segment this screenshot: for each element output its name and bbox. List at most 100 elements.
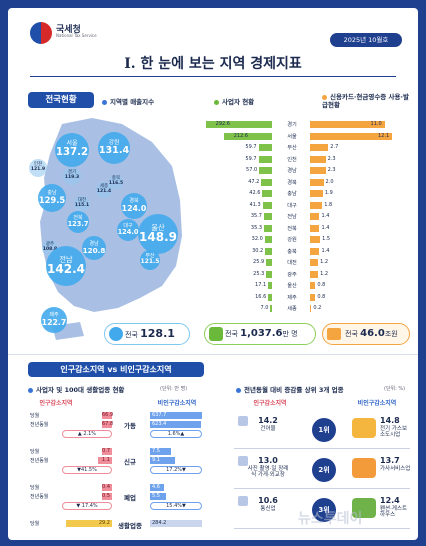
non-decline-industry-name: 가사서비스업 (380, 465, 411, 472)
national-index-box: 전국 128.1 (104, 323, 190, 345)
rank-legend-decline: 인구감소지역 (253, 400, 287, 407)
region-label: 경북 (287, 179, 297, 186)
region-bubble-0: 서울 137.2 (55, 133, 89, 167)
non-decline-bar: 7.5 (150, 448, 171, 455)
business-bar (268, 282, 272, 289)
panel1-title: 사업자 및 100대 생활업종 현황 (28, 384, 124, 394)
panel2-title: 전년동월 대비 증감률 상위 3개 업종 (236, 384, 344, 394)
map-pin-icon (109, 327, 123, 341)
region-value: 142.4 (47, 262, 85, 277)
business-bar (262, 190, 272, 197)
card-value: 1.8 (324, 201, 333, 208)
non-decline-bar: 5.5 (150, 493, 166, 500)
region-value: 121.5 (140, 258, 160, 266)
business-bar (258, 155, 272, 163)
card-value: 2.3 (327, 167, 336, 173)
region-label: 강원 (287, 237, 297, 243)
business-value: 59.7 (245, 155, 257, 162)
region-value: 124.0 (121, 203, 147, 213)
decline-change: ▼ 17.4% (62, 502, 112, 510)
region-bubble-10: 대구 124.0 (117, 219, 139, 241)
card-total-box: 전국 46.0조원 (322, 323, 410, 345)
card-value: 2.7 (330, 144, 339, 150)
non-decline-industry-icon (352, 458, 376, 478)
section-divider (8, 354, 418, 355)
region-value: 137.2 (55, 146, 89, 158)
decline-bar: 0.5 (102, 493, 112, 500)
card-bar (310, 121, 385, 128)
region-bubble-2: 인천 121.9 (29, 159, 47, 177)
business-total-box: 전국 1,037.6만 명 (204, 323, 316, 345)
rank-divider (234, 528, 410, 529)
card-bar (310, 155, 326, 163)
card-value: 1.4 (321, 224, 330, 231)
business-row: 59.7 부산 2.7 (204, 143, 414, 152)
business-value: 25.9 (253, 259, 265, 265)
sub-card: 신용카드·현금영수증 사용·발급현황 (322, 93, 409, 110)
business-value: 57.0 (246, 167, 258, 173)
panel2-unit: (단위: %) (384, 386, 406, 392)
region-name: 세종 (99, 184, 109, 190)
card-bar (310, 167, 326, 174)
non-decline-change: 15.4%▼ (150, 502, 202, 510)
region-bubble-8: 경북 124.0 (121, 193, 147, 219)
region-value: 131.4 (98, 144, 130, 156)
business-bar (266, 259, 272, 266)
business-value: 59.7 (245, 144, 257, 150)
business-bar (264, 236, 272, 243)
card-bar (310, 201, 323, 209)
region-value: 129.5 (38, 195, 66, 206)
business-value: 41.3 (249, 201, 261, 208)
business-value: 7.0 (260, 305, 269, 311)
card-value: 1.4 (321, 247, 330, 254)
region-bubble-14: 부산 121.5 (140, 250, 160, 270)
business-bar (270, 305, 272, 312)
business-value: 42.6 (249, 190, 261, 196)
region-bubble-3: 경기 119.3 (63, 167, 81, 185)
decline-change: ▲ 2.1% (62, 430, 112, 438)
business-bar (263, 213, 272, 220)
business-bar (259, 167, 272, 174)
watermark-text: 뉴스투데이 (298, 511, 363, 527)
business-row: 30.2 충북 1.4 (204, 247, 414, 256)
business-row: 32.0 강원 1.5 (204, 235, 414, 244)
business-row: 35.7 전남 1.4 (204, 212, 414, 221)
business-row: 25.9 대전 1.2 (204, 258, 414, 267)
region-value: 115.1 (74, 203, 90, 208)
row-label: 당월 (30, 449, 40, 455)
bullet-icon (28, 387, 33, 393)
legend-decline-region: 인구감소지역 (39, 400, 73, 407)
decline-industry-icon (238, 416, 248, 426)
business-row: 16.6 제주 0.8 (204, 293, 414, 302)
region-value: 116.5 (108, 181, 124, 186)
row-label: 당월 (30, 413, 40, 419)
decline-bar: 0.4 (102, 484, 112, 491)
card-bar (310, 259, 319, 266)
non-decline-bar: 637.7 (150, 412, 202, 419)
non-decline-change: 17.2%▼ (150, 466, 202, 474)
region-label: 충남 (287, 191, 297, 197)
brand-name: 국세청 (56, 25, 81, 35)
non-decline-bar: 9.1 (150, 457, 175, 464)
card-value: 0.8 (317, 282, 326, 288)
region-value: 123.7 (67, 220, 89, 229)
card-bar (310, 293, 316, 301)
business-value: 32.0 (251, 236, 263, 242)
region-label: 경남 (287, 168, 297, 174)
business-value: 35.7 (250, 213, 262, 219)
card-value: 1.9 (324, 190, 333, 196)
card-value: 1.4 (321, 213, 330, 219)
region-name: 전남 (59, 254, 73, 264)
business-bar (265, 247, 272, 255)
region-value: 120.8 (82, 245, 106, 255)
card-value: 1.5 (322, 236, 331, 242)
region-label: 부산 (287, 145, 297, 151)
region-label: 대구 (287, 202, 297, 209)
title-divider (30, 76, 396, 77)
decline-industry-icon (238, 456, 248, 466)
card-value: 1.2 (320, 270, 329, 277)
page-title: I. 한 눈에 보는 지역 경제지표 (124, 56, 302, 72)
decline-industry: 10.6 통신업 (246, 496, 290, 512)
section-national: 전국현황 (28, 92, 94, 108)
bullet-icon (236, 387, 241, 393)
